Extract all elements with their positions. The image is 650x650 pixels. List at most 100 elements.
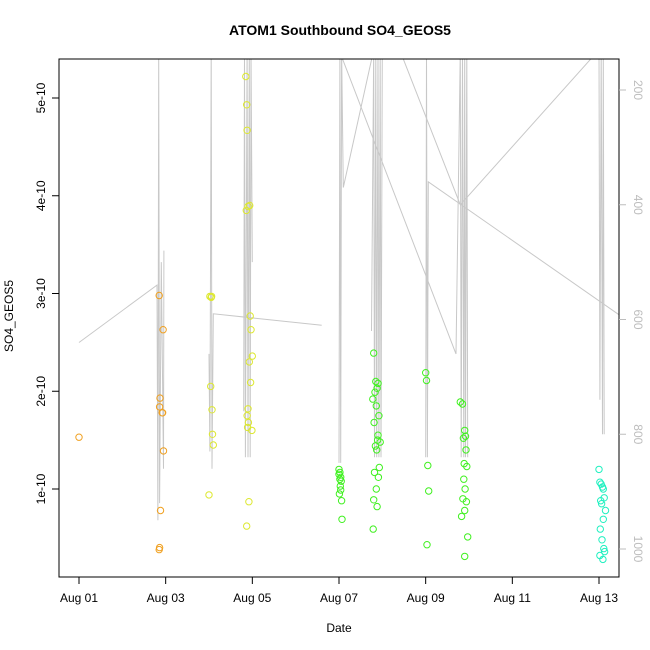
data-point <box>373 384 381 392</box>
data-point <box>376 438 384 446</box>
data-point <box>374 473 383 481</box>
x-tick-label: Aug 09 <box>407 591 445 605</box>
pressure-line <box>425 59 619 458</box>
data-point <box>205 491 213 499</box>
data-point <box>638 508 644 514</box>
data-point <box>336 475 344 483</box>
data-point <box>208 406 216 414</box>
data-point <box>600 544 608 553</box>
y-tick-label: 3e-10 <box>34 278 48 309</box>
data-point <box>599 555 607 564</box>
data-point <box>335 465 343 474</box>
x-tick-label: Aug 01 <box>60 591 98 605</box>
y-right-tick-label: 200 <box>631 80 645 100</box>
data-point <box>248 426 256 435</box>
data-point <box>243 522 251 530</box>
data-point <box>75 433 83 441</box>
data-point <box>246 201 254 210</box>
data-point <box>156 394 164 402</box>
pressure-line <box>338 59 373 463</box>
data-point <box>245 358 254 366</box>
data-point <box>457 512 466 521</box>
data-point <box>597 497 605 505</box>
data-point <box>638 482 644 488</box>
data-point <box>375 463 383 472</box>
data-point <box>374 431 382 439</box>
data-point <box>335 470 343 478</box>
data-point <box>462 498 471 506</box>
data-point <box>244 405 252 413</box>
data-point <box>370 349 378 357</box>
data-point <box>640 507 646 513</box>
pressure-layer <box>78 59 619 521</box>
data-point <box>370 496 378 504</box>
points-layer <box>75 72 646 564</box>
data-point <box>336 482 344 490</box>
y-axis-left: 1e-10 2e-10 3e-10 4e-10 5e-10 <box>34 82 59 504</box>
data-point <box>375 412 383 420</box>
data-point <box>155 403 164 411</box>
y-axis-right: 200 400 600 800 1000 <box>619 80 645 563</box>
y-tick-label: 1e-10 <box>34 473 48 504</box>
data-point <box>244 202 252 211</box>
data-point <box>242 206 251 215</box>
data-point <box>246 312 254 320</box>
data-point <box>461 485 469 493</box>
data-point <box>247 326 255 334</box>
data-point <box>209 441 218 449</box>
data-point <box>156 506 165 515</box>
data-point <box>422 376 431 385</box>
data-point <box>461 506 469 515</box>
data-point <box>598 536 606 544</box>
data-point <box>423 541 431 549</box>
data-point <box>370 468 379 477</box>
x-tick-label: Aug 03 <box>147 591 185 605</box>
y-right-tick-label: 1000 <box>631 536 645 563</box>
data-point <box>337 477 345 485</box>
x-axis: Aug 01 Aug 03 Aug 05 Aug 07 Aug 09 Aug 11 Aug … <box>60 576 618 605</box>
data-point <box>243 412 251 420</box>
x-tick-label: Aug 13 <box>580 591 618 605</box>
y-right-tick-label: 800 <box>631 424 645 444</box>
data-point <box>244 418 253 427</box>
data-point <box>207 382 215 391</box>
data-point <box>599 485 607 493</box>
pressure-line <box>402 59 605 435</box>
data-point <box>373 446 381 454</box>
y-axis-label: SO4_GEOS5 <box>2 280 16 352</box>
data-point <box>159 326 167 334</box>
data-point <box>369 525 377 533</box>
data-point <box>337 486 345 494</box>
y-tick-label: 5e-10 <box>34 82 48 113</box>
data-point <box>335 490 344 498</box>
x-tick-label: Aug 07 <box>320 591 358 605</box>
data-point <box>463 462 471 471</box>
data-point <box>245 498 253 506</box>
data-point <box>159 447 168 455</box>
x-tick-label: Aug 11 <box>494 591 531 605</box>
data-point <box>374 379 382 388</box>
data-point <box>370 418 378 427</box>
y-tick-label: 2e-10 <box>34 376 48 407</box>
data-point <box>208 430 217 438</box>
data-point <box>248 352 257 360</box>
data-point <box>371 388 379 396</box>
data-point <box>596 525 604 533</box>
data-point <box>461 552 469 561</box>
data-point <box>599 515 607 523</box>
data-point <box>369 395 377 403</box>
data-point <box>372 402 380 410</box>
data-point <box>243 101 251 109</box>
data-point <box>464 533 472 541</box>
data-point <box>155 543 164 552</box>
data-point <box>460 475 468 483</box>
x-tick-label: Aug 05 <box>233 591 271 605</box>
pressure-line <box>371 59 383 458</box>
y-right-tick-label: 400 <box>631 195 645 215</box>
data-point <box>424 461 432 470</box>
data-point <box>422 369 430 377</box>
data-point <box>597 500 606 508</box>
data-point <box>639 500 645 506</box>
data-point <box>459 434 468 442</box>
